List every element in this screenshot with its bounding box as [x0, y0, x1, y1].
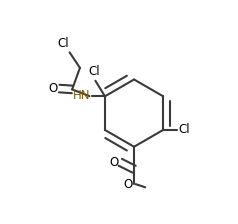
- Text: Cl: Cl: [88, 65, 99, 78]
- Text: O: O: [123, 178, 132, 191]
- Text: O: O: [48, 82, 57, 95]
- Text: HN: HN: [72, 89, 90, 102]
- Text: Cl: Cl: [179, 123, 190, 136]
- Text: Cl: Cl: [57, 37, 69, 50]
- Text: O: O: [109, 156, 118, 169]
